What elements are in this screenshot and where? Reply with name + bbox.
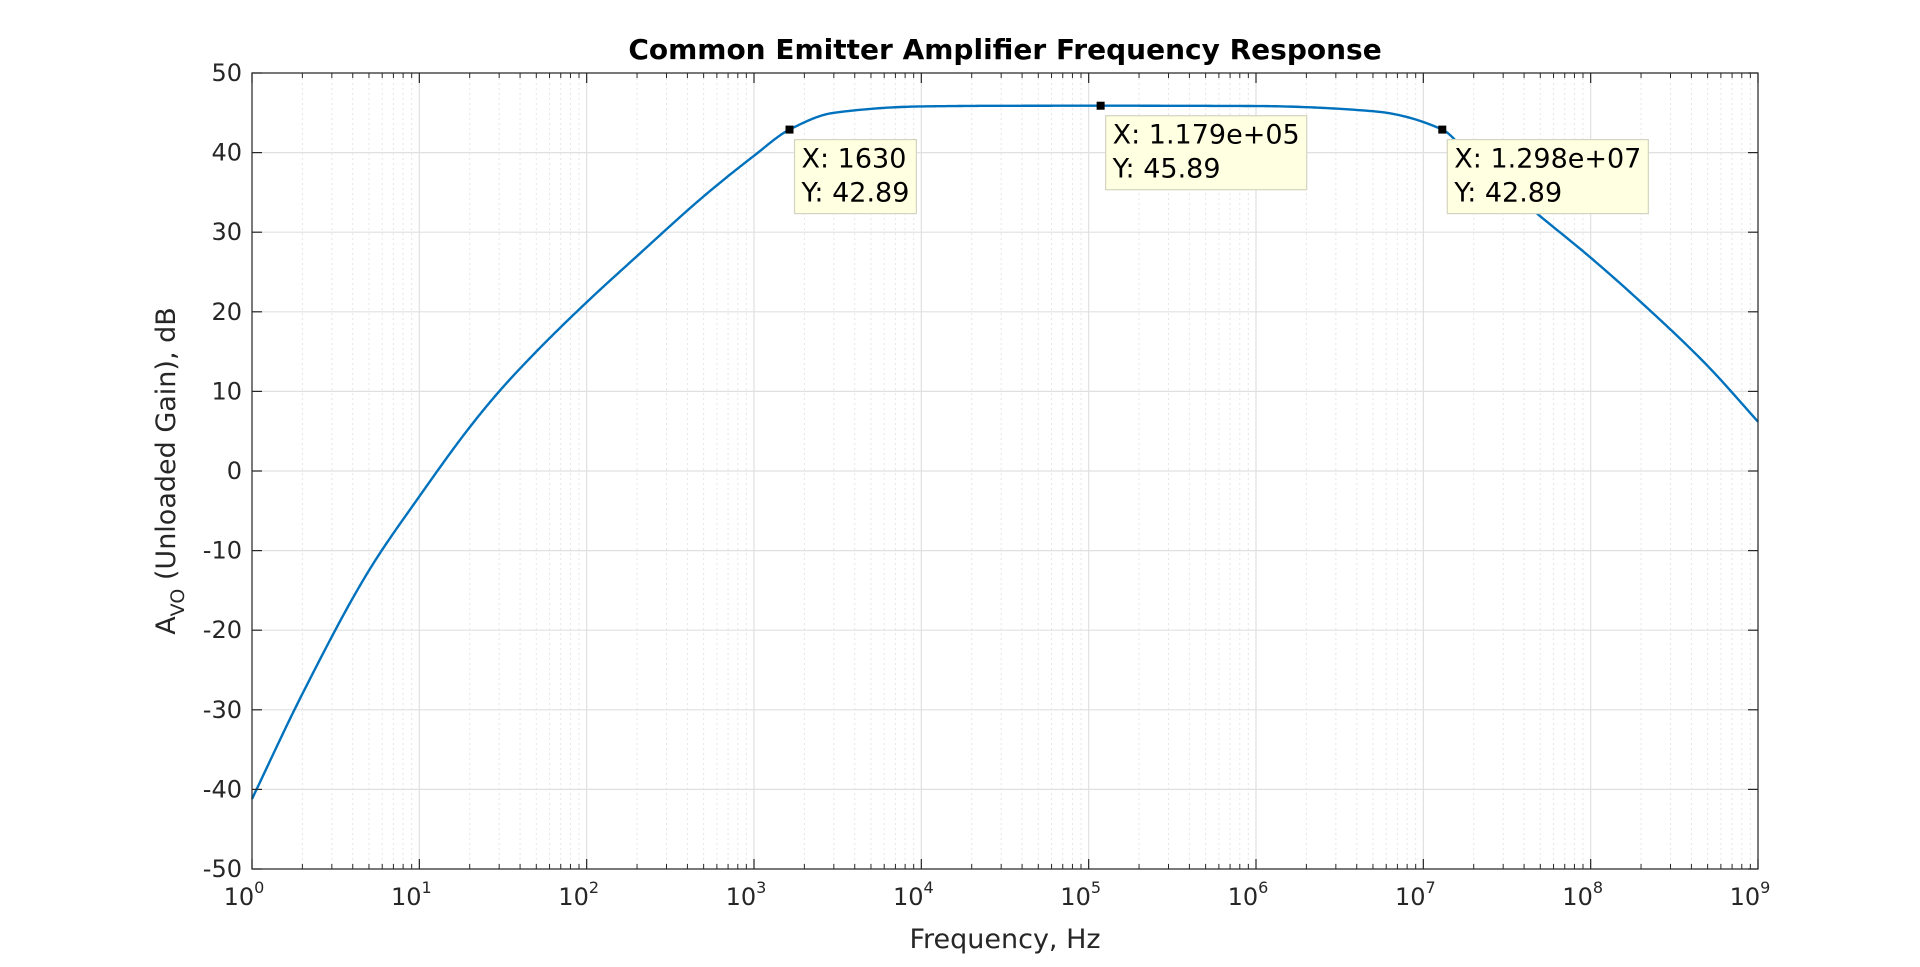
- datatip-y-text: Y: 45.89: [1112, 154, 1221, 185]
- y-tick-label: -20: [203, 616, 242, 644]
- x-axis-label: Frequency, Hz: [909, 924, 1100, 955]
- y-tick-label: 40: [211, 139, 242, 167]
- x-tick-label-base: 10: [1730, 883, 1761, 911]
- datatip-x-text: X: 1.298e+07: [1454, 144, 1641, 175]
- tick-labels: 100 101 102 103 104 105 106 107 108 1095040302010…: [203, 59, 1771, 911]
- x-tick-label-exponent: 1: [422, 878, 432, 897]
- y-tick-label: -50: [203, 855, 242, 883]
- x-tick-label: 109: [1730, 878, 1771, 911]
- x-tick-label: 102: [558, 878, 599, 911]
- datatip[interactable]: X: 1.179e+05Y: 45.89: [1096, 101, 1308, 191]
- y-tick-label: 50: [211, 59, 242, 87]
- datatip[interactable]: X: 1.298e+07Y: 42.89: [1438, 125, 1649, 215]
- datatip-box: [1105, 115, 1308, 191]
- y-tick-label: -40: [203, 775, 242, 803]
- x-tick-label-base: 10: [1562, 883, 1593, 911]
- x-tick-label-exponent: 2: [589, 878, 599, 897]
- x-tick-label-base: 10: [391, 883, 422, 911]
- datatip-y-text: Y: 42.89: [801, 178, 910, 209]
- y-tick-label: 10: [211, 377, 242, 405]
- x-tick-label: 100: [224, 878, 265, 911]
- y-tick-label: -30: [203, 696, 242, 724]
- y-tick-label: 0: [227, 457, 242, 485]
- x-tick-label-base: 10: [726, 883, 757, 911]
- x-tick-label-base: 10: [224, 883, 255, 911]
- x-tick-label-base: 10: [893, 883, 924, 911]
- datatip-box: [793, 138, 917, 215]
- x-tick-label-base: 10: [1395, 883, 1426, 911]
- x-tick-label: 104: [893, 878, 934, 911]
- x-tick-label: 107: [1395, 878, 1436, 911]
- series-layer: [250, 104, 1759, 800]
- x-tick-label-exponent: 5: [1091, 878, 1101, 897]
- x-tick-label: 106: [1228, 878, 1269, 911]
- y-tick-label: 30: [211, 218, 242, 246]
- x-tick-label: 101: [391, 878, 432, 911]
- datatip-box: [1446, 138, 1649, 215]
- y-axis-label-subscript: VO: [167, 589, 189, 617]
- x-tick-label-exponent: 3: [756, 878, 766, 897]
- datatip-y-text: Y: 42.89: [1453, 178, 1562, 209]
- datatip-x-text: X: 1630: [802, 144, 907, 175]
- x-tick-label-base: 10: [1060, 883, 1091, 911]
- x-tick-label-exponent: 6: [1258, 878, 1268, 897]
- y-axis-label-main: A: [151, 616, 182, 635]
- x-tick-label-exponent: 4: [924, 878, 934, 897]
- x-tick-label-exponent: 8: [1593, 878, 1603, 897]
- x-tick-label: 103: [726, 878, 767, 911]
- x-tick-label-base: 10: [558, 883, 589, 911]
- y-axis-label: AVO (Unloaded Gain), dB: [151, 307, 189, 635]
- x-tick-label: 105: [1060, 878, 1101, 911]
- ticks-layer: [251, 72, 1759, 870]
- datatip-marker[interactable]: [785, 125, 794, 134]
- x-tick-label-base: 10: [1228, 883, 1259, 911]
- x-tick-label: 108: [1562, 878, 1603, 911]
- x-tick-label-exponent: 9: [1760, 878, 1770, 897]
- datatip-marker[interactable]: [1438, 125, 1447, 134]
- y-tick-label: -10: [203, 537, 242, 565]
- x-tick-label-exponent: 0: [254, 878, 264, 897]
- y-tick-label: 20: [211, 298, 242, 326]
- chart-title: Common Emitter Amplifier Frequency Respo…: [628, 33, 1381, 66]
- x-tick-label-exponent: 7: [1426, 878, 1436, 897]
- y-axis-label-rest: (Unloaded Gain), dB: [151, 307, 182, 588]
- series-line: [250, 104, 1759, 800]
- datatip-x-text: X: 1.179e+05: [1113, 120, 1300, 151]
- datatip-marker[interactable]: [1096, 101, 1105, 110]
